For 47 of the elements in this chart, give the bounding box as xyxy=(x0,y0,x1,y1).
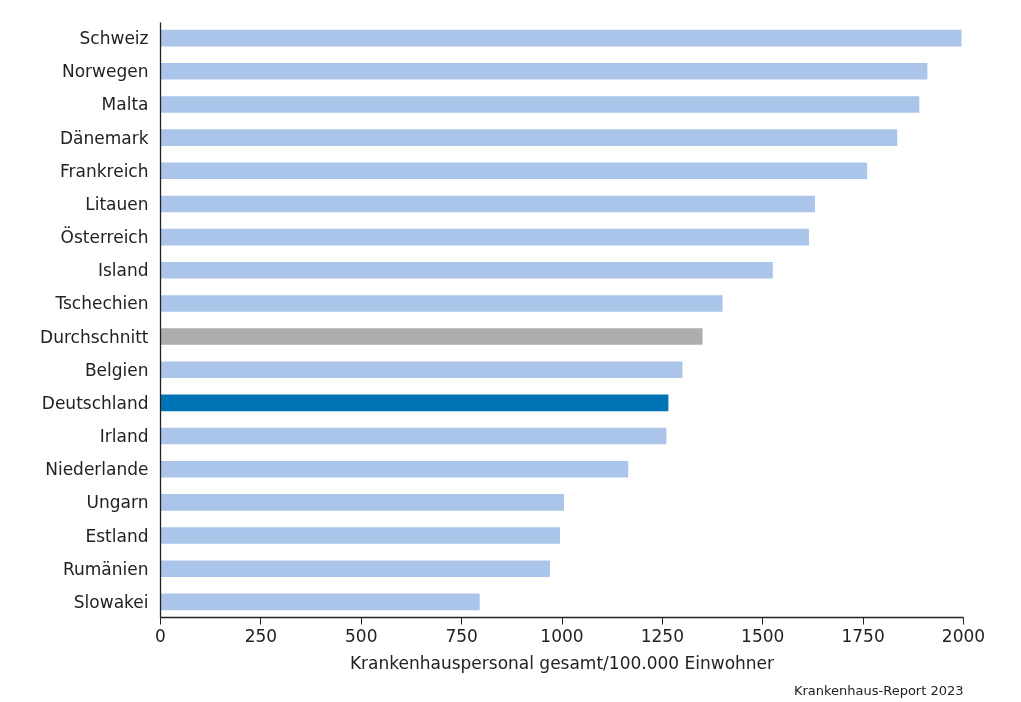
x-tick-label: 1750 xyxy=(841,625,885,646)
bar xyxy=(160,162,868,180)
x-tick-label: 1000 xyxy=(540,625,584,646)
bar xyxy=(160,261,773,279)
bar xyxy=(160,29,962,47)
y-tick-label: Dänemark xyxy=(59,127,149,148)
y-tick-label: Irland xyxy=(99,426,149,447)
bar xyxy=(160,527,560,544)
bar xyxy=(160,129,898,146)
y-tick-label: Frankreich xyxy=(60,160,149,181)
x-axis-title: Krankenhauspersonal gesamt/100.000 Einwohner xyxy=(349,652,775,673)
bar xyxy=(160,427,667,445)
y-tick-label: Norwegen xyxy=(62,61,149,82)
bar xyxy=(160,96,920,113)
y-tick-label: Slowakei xyxy=(73,591,149,612)
bar xyxy=(160,361,683,379)
bar xyxy=(160,328,703,345)
x-tick-label: 500 xyxy=(345,625,378,646)
bar xyxy=(160,593,480,611)
y-tick-label: Schweiz xyxy=(79,28,149,49)
y-tick-label: Deutschland xyxy=(41,392,149,413)
x-tick-label: 0 xyxy=(155,625,166,646)
x-tick-label: 750 xyxy=(445,625,478,646)
bar xyxy=(160,494,565,511)
y-tick-label: Rumänien xyxy=(62,558,149,579)
y-tick-label: Österreich xyxy=(60,226,149,248)
bar xyxy=(160,62,928,80)
x-tick-label: 1500 xyxy=(741,625,785,646)
y-tick-label: Ungarn xyxy=(86,492,149,513)
bar xyxy=(160,560,550,578)
x-tick-label: 250 xyxy=(244,625,278,646)
text: Krankenhaus-Report 2023 xyxy=(793,682,964,698)
bar xyxy=(160,295,723,312)
y-tick-label: Litauen xyxy=(85,193,149,214)
bar xyxy=(160,228,809,246)
y-tick-label: Estland xyxy=(85,525,149,546)
y-tick-label: Niederlande xyxy=(45,459,149,480)
y-tick-label: Tschechien xyxy=(54,293,149,314)
bar xyxy=(160,394,669,412)
y-tick-label: Malta xyxy=(101,94,149,115)
x-tick-label: 2000 xyxy=(941,625,986,646)
x-tick-label: 1250 xyxy=(640,625,685,646)
bar xyxy=(160,460,629,478)
y-tick-label: Island xyxy=(97,260,149,281)
bar xyxy=(160,195,815,213)
y-tick-label: Belgien xyxy=(84,359,149,380)
y-tick-label: Durchschnitt xyxy=(40,326,149,347)
